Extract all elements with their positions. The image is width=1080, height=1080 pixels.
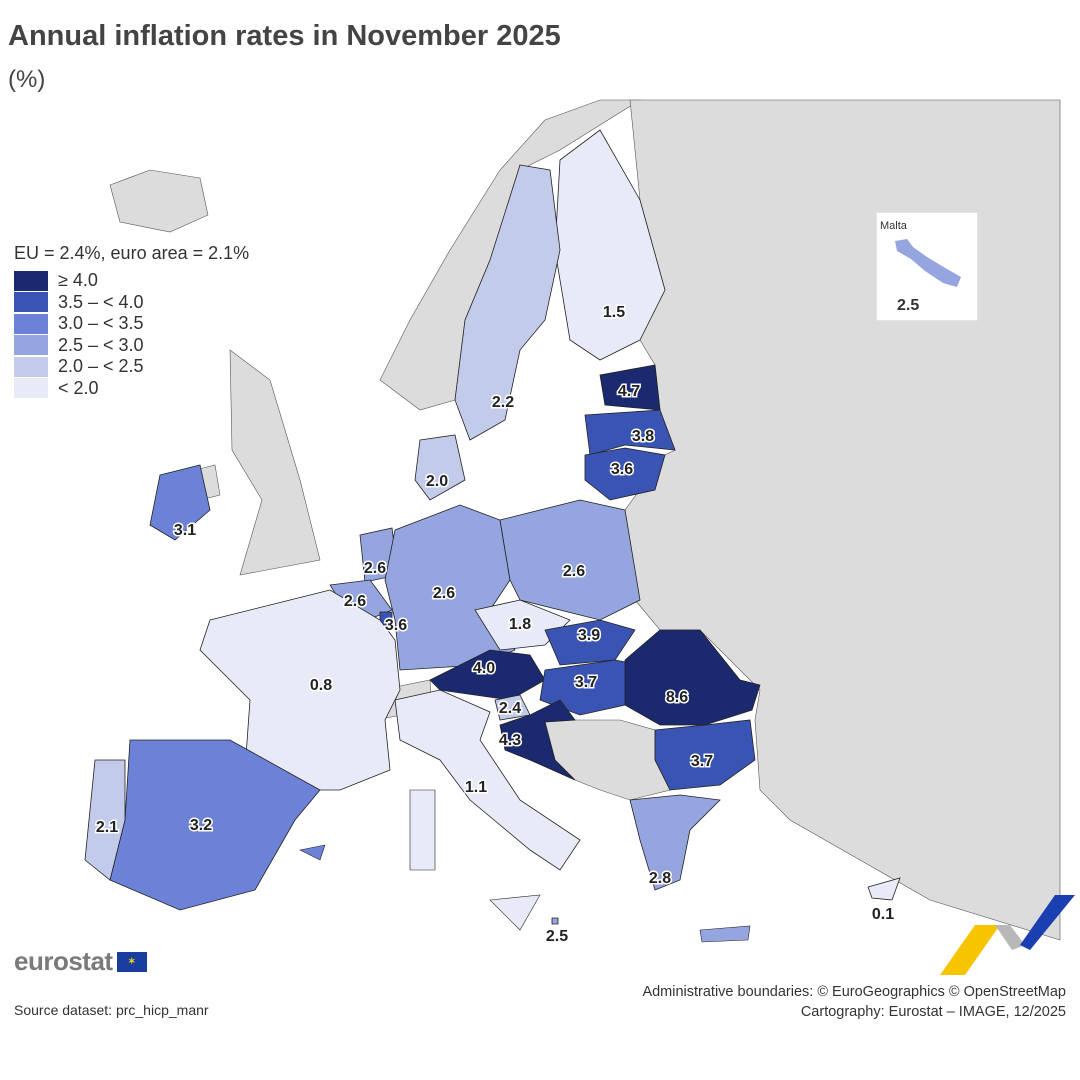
legend-swatch [14,292,48,313]
country-value-label: 4.7 [618,383,640,400]
legend-swatch [14,313,48,334]
eu-country [867,877,901,901]
legend-heading: EU = 2.4%, euro area = 2.1% [14,243,250,263]
country-value-label: 2.2 [492,394,514,411]
page-title: Annual inflation rates in November 2025 [8,20,561,52]
country-value-label: 4.0 [473,660,495,677]
eu-country [199,589,401,791]
country-value-label: 2.8 [649,870,671,887]
legend-item: 3.5 – < 4.0 [14,292,249,314]
country-value-label: 1.5 [603,304,625,321]
legend-swatch [14,378,48,399]
credits: Administrative boundaries: © EuroGeograp… [642,982,1066,1022]
country-value-label: 4.3 [499,732,521,749]
eu-country [654,719,756,791]
credits-boundaries: Administrative boundaries: © EuroGeograp… [642,984,1066,1000]
eu-country [384,504,516,671]
country-value-label: 1.8 [509,616,531,633]
source-note: Source dataset: prc_hicp_manr [14,1002,209,1018]
country-value-label: 2.6 [344,593,366,610]
country-value-label: 8.6 [666,689,688,706]
country-value-label: 3.1 [174,522,196,539]
country-value-label: 2.5 [546,928,568,945]
eu-country [584,409,676,456]
eu-country [629,794,721,891]
country-value-label: 3.6 [385,617,407,634]
malta-inset: Malta 2.5 [876,212,978,321]
eurostat-logo: eurostat ✶ [14,946,147,977]
country-value-label: 3.8 [632,428,654,445]
country-value-label: 3.2 [190,817,212,834]
eu-country [84,759,126,881]
non-eu-country [544,719,671,801]
eu-country [499,699,576,781]
country-value-label: 2.6 [563,563,585,580]
value-labels: 1.5 2.2 4.7 3.8 3.6 2.0 3.1 2.6 2.6 3.6 2.6 2.6 1.8 3… [94,303,895,947]
page-subtitle: (%) [8,66,46,93]
legend: EU = 2.4%, euro area = 2.1% ≥ 4.0 3.5 – <… [14,243,249,399]
legend-swatch [14,356,48,377]
eu-country [394,689,581,871]
eu-flag-icon: ✶ [116,951,147,972]
country-value-label: 2.6 [364,560,386,577]
country-value-label: 3.6 [611,461,633,478]
eu-country [554,129,666,361]
legend-swatch [14,270,48,291]
eu-country [149,464,211,541]
country-value-label: 0.8 [310,677,332,694]
legend-label: 2.5 – < 3.0 [58,334,144,355]
country-value-label: 0.1 [872,906,894,923]
non-eu-country [109,169,209,233]
country-value-label: 3.7 [691,753,713,770]
inset-value: 2.5 [897,297,920,314]
country-value-label: 2.4 [499,700,521,717]
legend-label: 3.0 – < 3.5 [58,313,144,334]
legend-swatch [14,335,48,356]
logo-text: eurostat [14,946,113,976]
legend-label: 2.0 – < 2.5 [58,356,144,377]
eu-country [499,499,641,621]
eu-country [414,434,466,501]
country-value-label: 1.1 [465,779,487,796]
country-value-label: 3.7 [575,674,597,691]
eu-country-part [699,925,751,943]
credits-cartography: Cartography: Eurostat – IMAGE, 12/2025 [800,1004,1066,1020]
legend-item: 3.0 – < 3.5 [14,313,249,335]
eu-country [454,164,561,441]
eu-country-part [409,789,436,871]
legend-label: < 2.0 [58,377,99,398]
legend-item: 2.0 – < 2.5 [14,356,249,378]
corner-chevron-logo [940,895,1075,975]
malta-shape [895,239,961,287]
legend-item: 2.5 – < 3.0 [14,335,249,357]
country-value-label: 2.1 [96,819,118,836]
legend-item: < 2.0 [14,378,249,400]
legend-item: ≥ 4.0 [14,270,249,292]
eu-country [551,917,559,925]
non-eu-country [229,349,321,576]
countries [84,129,901,943]
eu-country [624,629,761,726]
eu-country-part [299,844,326,861]
country-value-label: 2.0 [426,473,448,490]
eu-country-part [489,894,541,931]
legend-label: ≥ 4.0 [58,270,98,291]
legend-label: 3.5 – < 4.0 [58,291,144,312]
eu-country [584,447,666,501]
eu-country [544,619,636,666]
country-value-label: 2.6 [433,585,455,602]
inset-name: Malta [880,220,907,232]
country-value-label: 3.9 [578,627,600,644]
